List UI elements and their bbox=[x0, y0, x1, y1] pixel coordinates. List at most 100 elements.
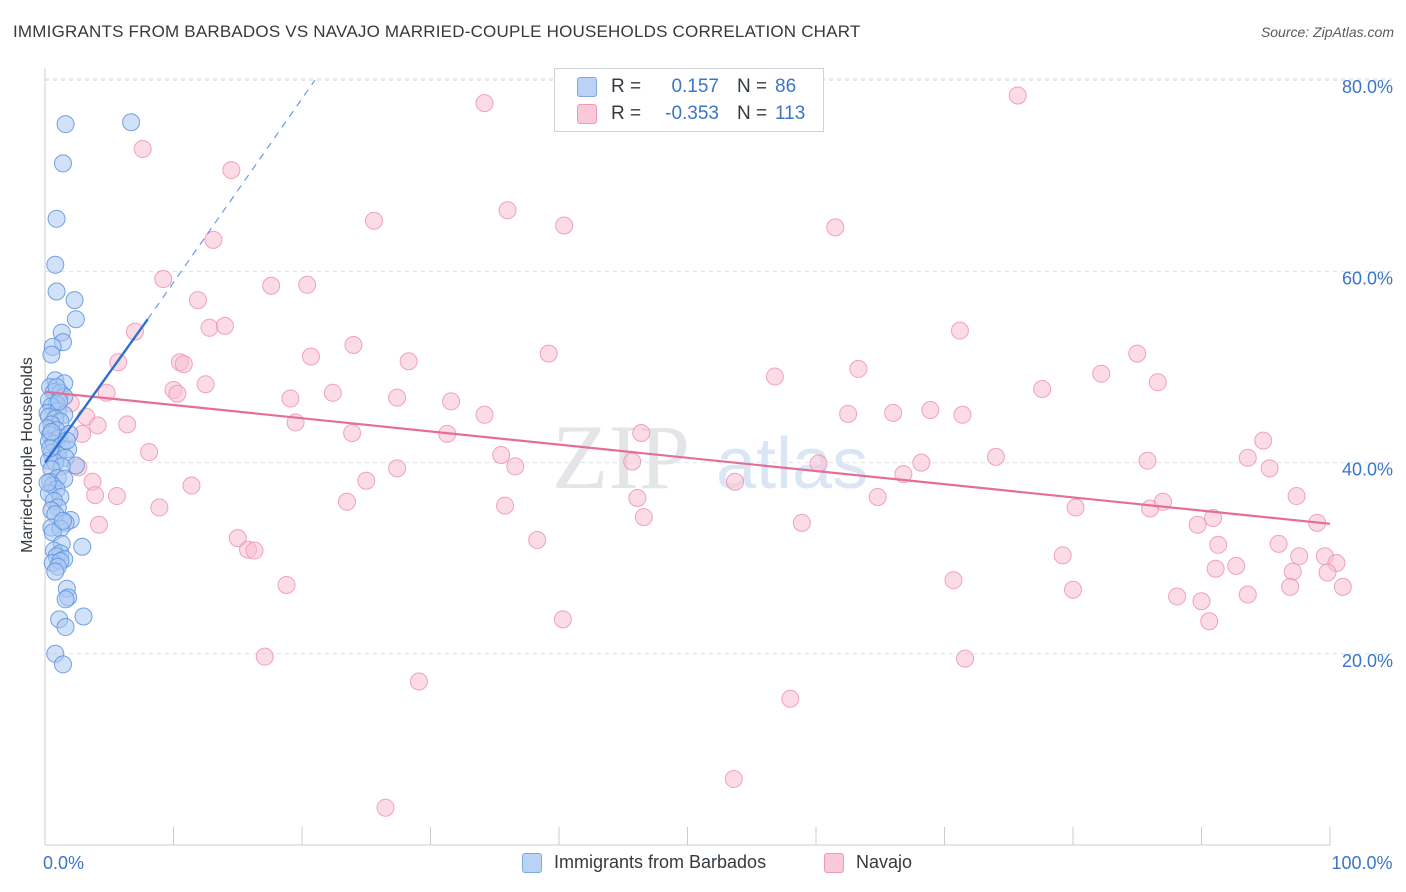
legend-swatch-pink bbox=[577, 104, 597, 124]
navajo-point bbox=[200, 318, 219, 337]
correlation-legend: R = 0.157 N = 86 R = -0.353 N = 113 bbox=[554, 68, 824, 132]
navajo-trend-line bbox=[44, 390, 1331, 525]
navajo-point bbox=[150, 498, 169, 517]
navajo-point bbox=[133, 140, 152, 159]
navajo-point bbox=[1053, 546, 1072, 565]
watermark-zip: ZIP bbox=[552, 406, 690, 508]
navajo-point bbox=[726, 472, 745, 491]
navajo-point bbox=[168, 384, 187, 403]
navajo-point bbox=[1238, 448, 1257, 467]
navajo-point bbox=[1318, 563, 1337, 582]
navajo-point bbox=[792, 513, 811, 532]
navajo-point bbox=[1281, 577, 1300, 596]
legend-n-label: N = bbox=[737, 103, 768, 124]
legend-r-label: R = bbox=[611, 103, 642, 124]
barbados-point bbox=[38, 473, 57, 492]
y-tick-label: 40.0% bbox=[1342, 460, 1393, 480]
barbados-trend-line bbox=[44, 318, 149, 464]
navajo-point bbox=[442, 392, 461, 411]
legend-label-navajo: Navajo bbox=[856, 852, 913, 872]
navajo-point bbox=[944, 571, 963, 590]
navajo-point bbox=[1128, 344, 1147, 363]
barbados-point bbox=[47, 209, 66, 228]
legend-item-navajo[interactable]: Navajo bbox=[824, 852, 912, 873]
navajo-point bbox=[277, 575, 296, 594]
barbados-point bbox=[53, 154, 72, 173]
barbados-point bbox=[50, 392, 69, 411]
navajo-point bbox=[950, 321, 969, 340]
navajo-point bbox=[634, 508, 653, 527]
navajo-point bbox=[255, 647, 274, 666]
navajo-point bbox=[281, 389, 300, 408]
barbados-point bbox=[56, 590, 75, 609]
barbados-point bbox=[53, 511, 72, 530]
barbados-point bbox=[42, 345, 61, 364]
navajo-point bbox=[492, 445, 511, 464]
navajo-point bbox=[86, 486, 105, 505]
navajo-point bbox=[884, 403, 903, 422]
navajo-point bbox=[1168, 587, 1187, 606]
navajo-point bbox=[953, 405, 972, 424]
legend-n-value: 86 bbox=[775, 76, 797, 97]
barbados-point bbox=[53, 655, 72, 674]
navajo-point bbox=[1064, 580, 1082, 599]
legend-r-label: R = bbox=[611, 76, 642, 97]
navajo-point bbox=[388, 388, 407, 407]
source-label: Source: ZipAtlas.com bbox=[1260, 24, 1394, 40]
navajo-point bbox=[1033, 379, 1052, 398]
x-tick-label: 100.0% bbox=[1331, 853, 1392, 873]
navajo-point bbox=[343, 423, 362, 442]
navajo-point bbox=[388, 459, 407, 478]
legend-label-barbados: Immigrants from Barbados bbox=[554, 852, 767, 872]
navajo-point bbox=[140, 443, 159, 462]
navajo-point bbox=[222, 161, 241, 180]
navajo-point bbox=[1066, 498, 1085, 517]
x-tick-label: 0.0% bbox=[43, 853, 84, 873]
barbados-point bbox=[56, 618, 75, 637]
legend-r-value: 0.157 bbox=[671, 76, 719, 97]
navajo-point bbox=[357, 471, 376, 490]
navajo-point bbox=[868, 488, 887, 507]
barbados-point bbox=[65, 291, 84, 310]
barbados-trend-extension bbox=[147, 79, 316, 320]
navajo-point bbox=[849, 359, 868, 378]
navajo-point bbox=[215, 316, 234, 335]
navajo-point bbox=[894, 465, 913, 484]
navajo-point bbox=[262, 276, 281, 295]
legend-item-barbados[interactable]: Immigrants from Barbados bbox=[522, 852, 766, 873]
navajo-point bbox=[528, 531, 547, 550]
navajo-point bbox=[154, 270, 173, 289]
navajo-point bbox=[245, 541, 264, 560]
navajo-point bbox=[1333, 577, 1352, 596]
barbados-point bbox=[46, 255, 65, 274]
navajo-point bbox=[88, 416, 107, 435]
navajo-point bbox=[188, 291, 207, 310]
navajo-point bbox=[1148, 373, 1167, 392]
navajo-point bbox=[1283, 562, 1302, 581]
navajo-point bbox=[1138, 451, 1157, 470]
legend-swatch-pink bbox=[824, 852, 844, 873]
navajo-point bbox=[475, 94, 494, 113]
navajo-point bbox=[1287, 487, 1306, 506]
barbados-point bbox=[42, 423, 61, 442]
navajo-point bbox=[912, 453, 931, 472]
navajo-point bbox=[323, 383, 342, 402]
navajo-point bbox=[1092, 364, 1111, 383]
chart-title: IMMIGRANTS FROM BARBADOS VS NAVAJO MARRI… bbox=[13, 22, 861, 41]
navajo-point bbox=[921, 401, 940, 420]
navajo-point bbox=[337, 492, 356, 511]
barbados-point bbox=[46, 562, 65, 581]
y-tick-label: 60.0% bbox=[1342, 268, 1393, 288]
navajo-point bbox=[118, 415, 137, 434]
navajo-point bbox=[1290, 547, 1309, 566]
barbados-points bbox=[38, 113, 141, 674]
navajo-point bbox=[956, 649, 975, 668]
navajo-point bbox=[809, 454, 828, 473]
navajo-point bbox=[496, 496, 515, 515]
navajo-point bbox=[553, 610, 572, 629]
tick-labels: 20.0% 40.0% 60.0% 80.0% 0.0% 100.0% bbox=[43, 77, 1393, 873]
barbados-point bbox=[66, 310, 85, 329]
navajo-point bbox=[174, 355, 193, 374]
navajo-point bbox=[125, 322, 144, 341]
